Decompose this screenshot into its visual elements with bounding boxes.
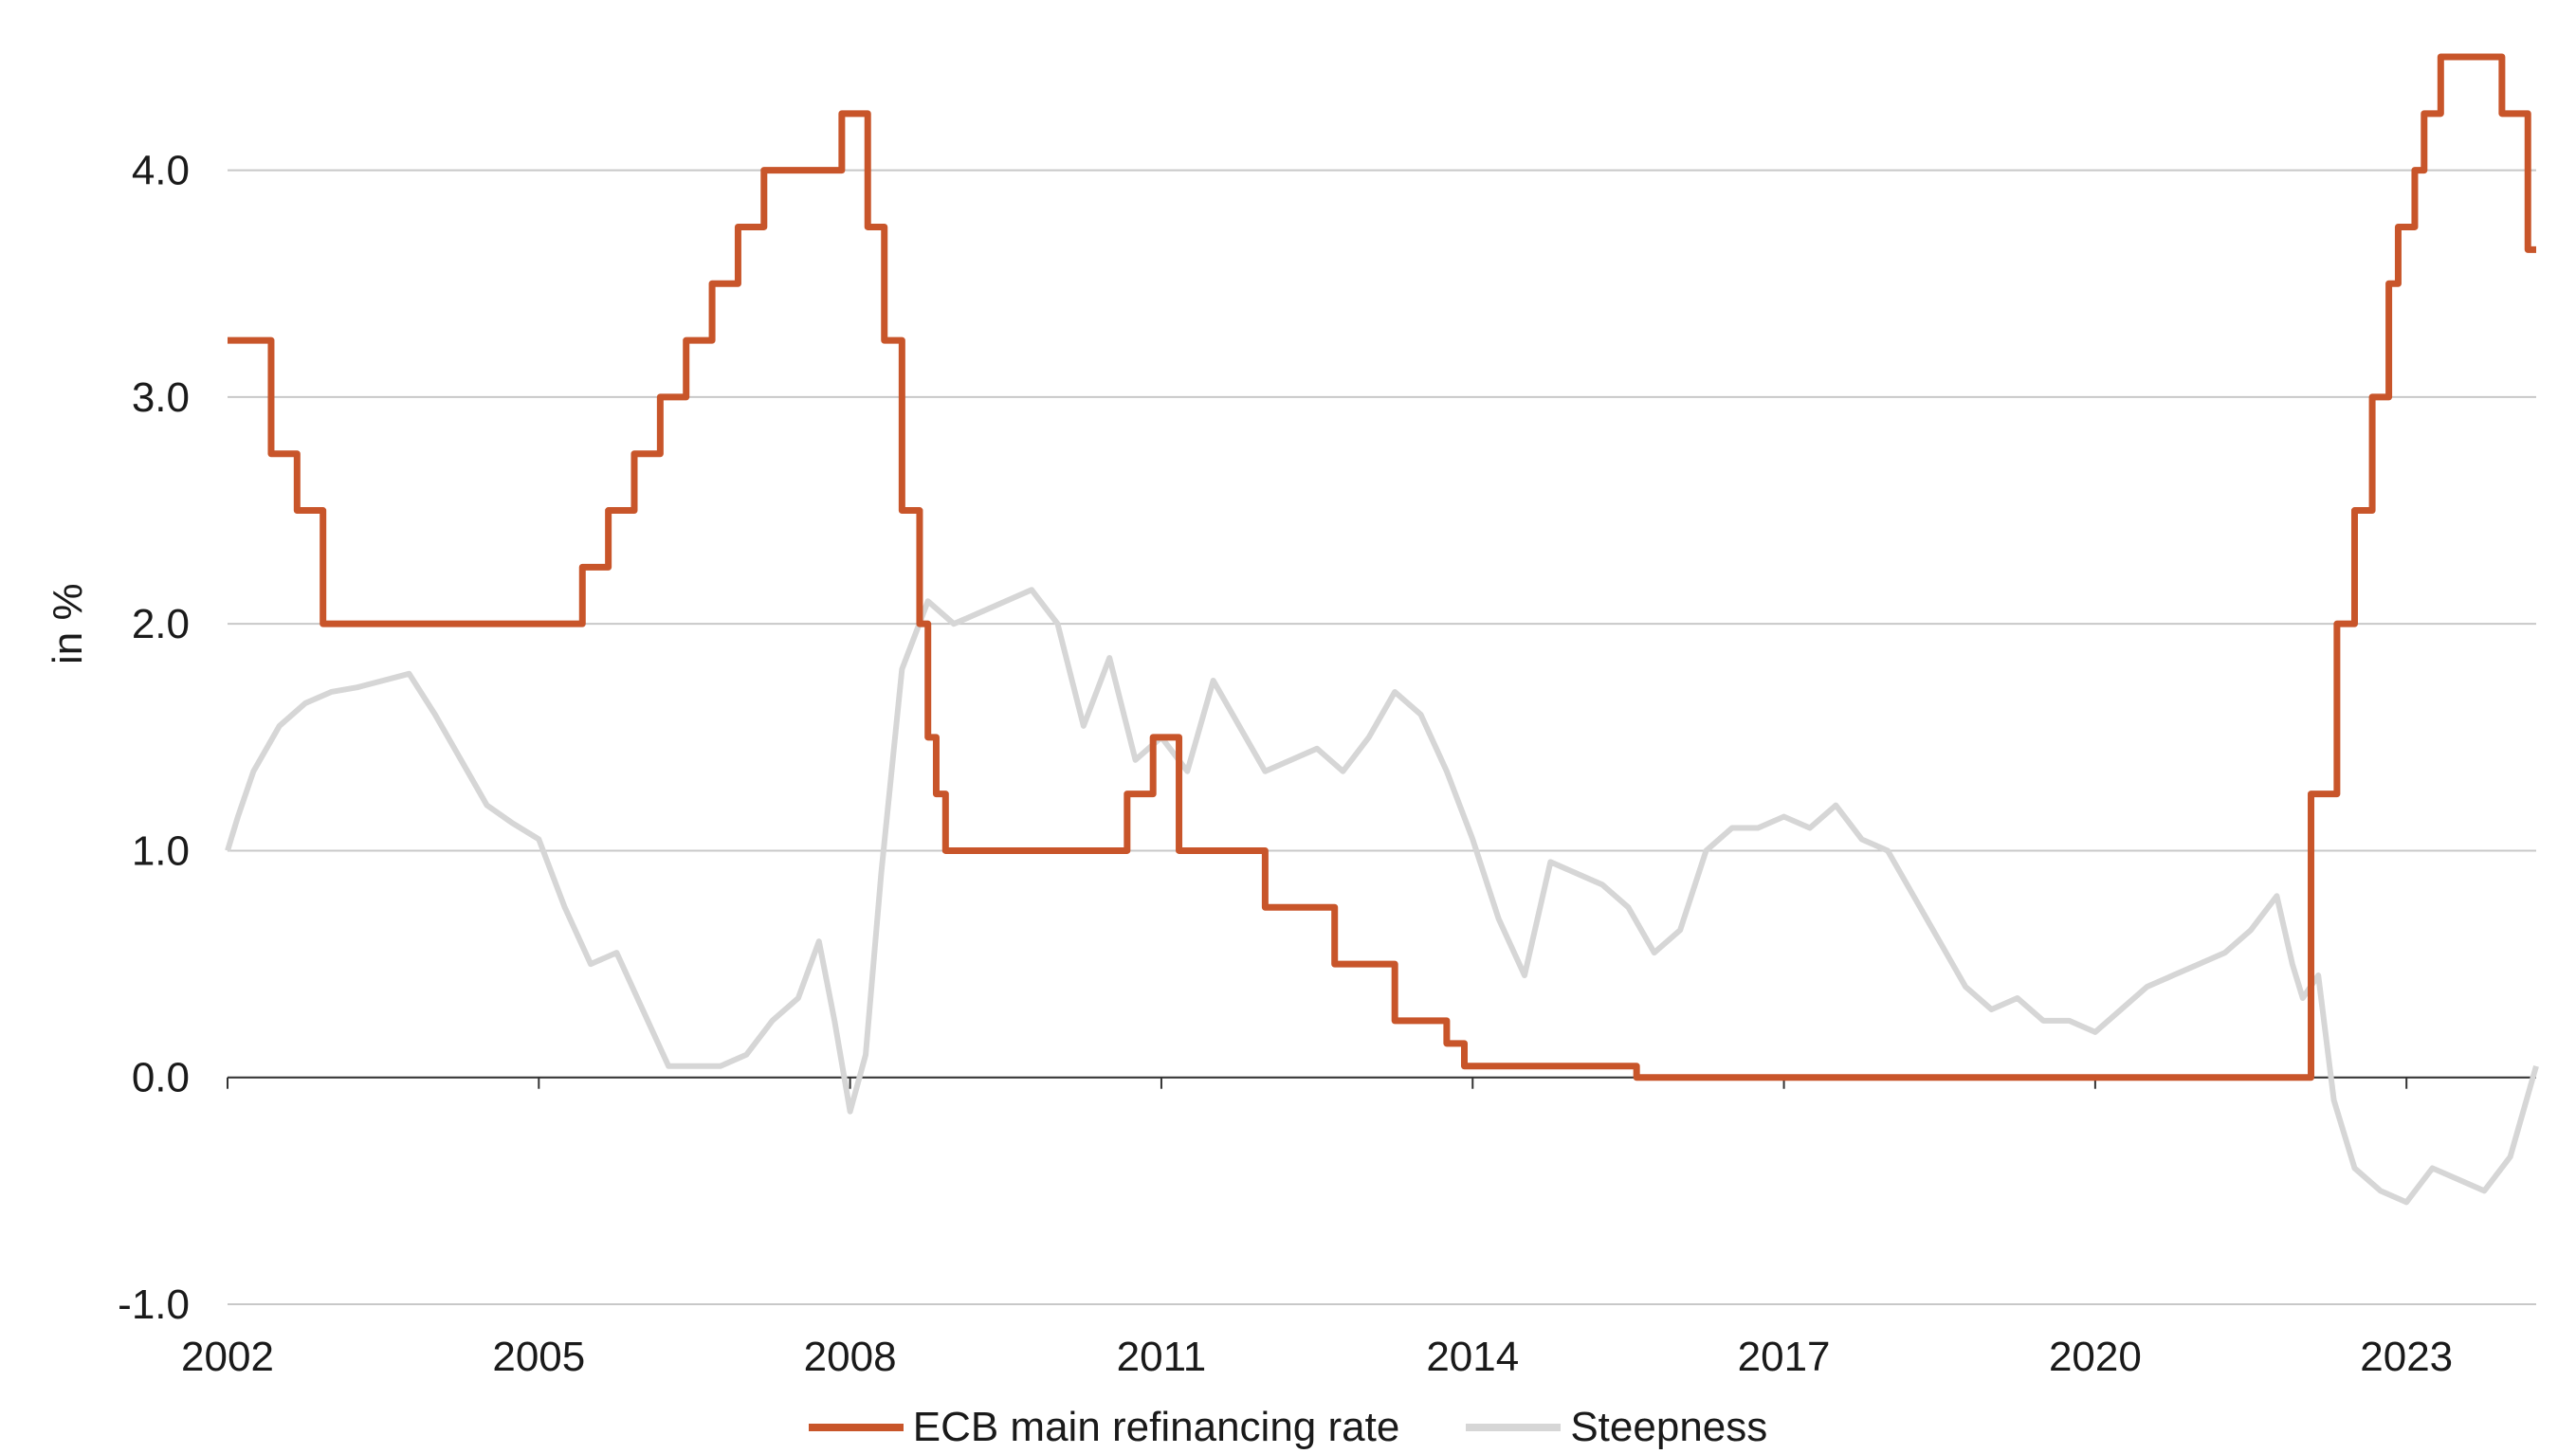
x-tick-label: 2002 (181, 1334, 274, 1380)
x-tick-label: 2011 (1117, 1334, 1207, 1380)
y-tick-label: 1.0 (132, 827, 190, 874)
y-tick-label: 2.0 (132, 601, 190, 647)
legend-item-steepness[interactable]: Steepness (1466, 1404, 1767, 1451)
legend-item-refi-rate[interactable]: ECB main refinancing rate (808, 1404, 1400, 1451)
chart: 2002 2005 2008 2011 2014 2017 2020 2023 -1.0 0.0… (45, 53, 2539, 1380)
legend-swatch-refi-rate (808, 1424, 904, 1431)
series-line-refi-rate (228, 53, 2536, 1081)
x-tick-label: 2005 (492, 1334, 585, 1380)
legend: ECB main refinancing rate Steepness (0, 1401, 2576, 1454)
y-axis-tick-labels: -1.0 0.0 1.0 2.0 3.0 4.0 (118, 148, 190, 1328)
x-tick-label: 2008 (804, 1334, 897, 1380)
x-tick-label: 2023 (2360, 1334, 2453, 1380)
series-line-steepness (225, 587, 2539, 1206)
series-lines (225, 53, 2539, 1206)
y-axis-title: in % (45, 583, 91, 664)
legend-swatch-steepness (1466, 1424, 1562, 1431)
y-tick-label: 0.0 (132, 1055, 190, 1101)
x-tick-label: 2014 (1426, 1334, 1519, 1380)
y-tick-label: 4.0 (132, 148, 190, 194)
y-tick-label: 3.0 (132, 374, 190, 421)
legend-label-steepness: Steepness (1570, 1404, 1768, 1450)
y-tick-label: -1.0 (118, 1281, 190, 1328)
legend-label-refi-rate: ECB main refinancing rate (912, 1404, 1400, 1450)
x-tick-label: 2017 (1738, 1334, 1831, 1380)
x-axis-ticks: 2002 2005 2008 2011 2014 2017 2020 2023 (181, 1077, 2453, 1380)
x-tick-label: 2020 (2049, 1334, 2142, 1380)
gridlines (228, 169, 2536, 1305)
